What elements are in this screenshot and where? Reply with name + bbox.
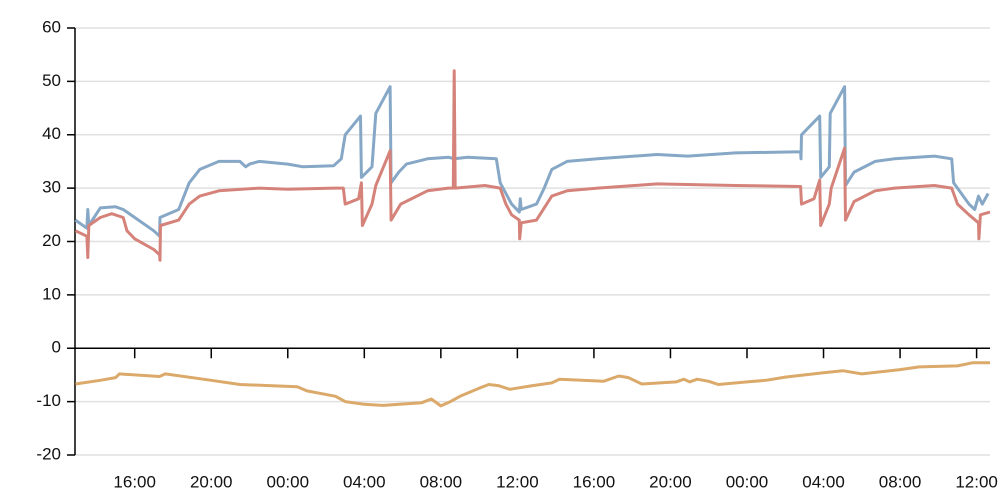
x-tick-label: 08:00 [420, 472, 463, 491]
x-tick-label: 00:00 [266, 472, 309, 491]
x-tick-label: 00:00 [726, 472, 769, 491]
y-tick-label: 10 [42, 284, 61, 303]
series-line [74, 69, 991, 262]
y-tick-label: 60 [42, 17, 61, 36]
y-tick-label: 0 [52, 338, 61, 357]
y-tick-label: 50 [42, 71, 61, 90]
x-tick-label: 16:00 [573, 472, 616, 491]
y-tick-label: -20 [36, 444, 61, 463]
y-tick-label: -10 [36, 391, 61, 410]
x-tick-label: 04:00 [343, 472, 386, 491]
x-tick-label: 20:00 [649, 472, 692, 491]
x-tick-label: 16:00 [113, 472, 156, 491]
x-tick-label: 12:00 [496, 472, 539, 491]
x-tick-label: 20:00 [190, 472, 233, 491]
x-tick-label: 04:00 [802, 472, 845, 491]
x-tick-label: 12:00 [955, 472, 998, 491]
x-tick-label: 08:00 [879, 472, 922, 491]
series-line [74, 85, 990, 238]
y-tick-label: 20 [42, 231, 61, 250]
y-tick-label: 40 [42, 124, 61, 143]
series-line [75, 361, 990, 408]
y-tick-label: 30 [42, 178, 61, 197]
